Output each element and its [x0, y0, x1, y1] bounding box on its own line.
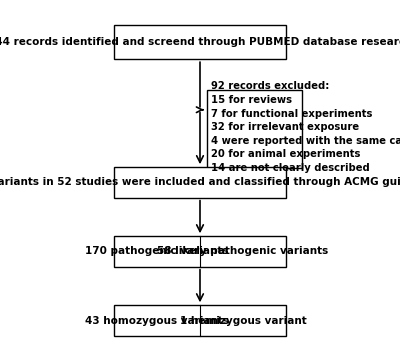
FancyBboxPatch shape	[207, 90, 302, 168]
FancyBboxPatch shape	[114, 305, 286, 336]
FancyBboxPatch shape	[114, 167, 286, 198]
Text: 43 homozygous variants: 43 homozygous variants	[85, 316, 229, 326]
Text: 1 hemizygous variant: 1 hemizygous variant	[180, 316, 306, 326]
Text: 92 records excluded:
15 for reviews
7 for functional experiments
32 for irreleva: 92 records excluded: 15 for reviews 7 fo…	[211, 82, 400, 173]
FancyBboxPatch shape	[114, 25, 286, 59]
Text: 58 likely pathogenic variants: 58 likely pathogenic variants	[158, 247, 329, 257]
Text: 170 pathogenic variants: 170 pathogenic variants	[85, 247, 229, 257]
FancyBboxPatch shape	[114, 236, 286, 267]
Text: 144 records identified and screend through PUBMED database research: 144 records identified and screend throu…	[0, 37, 400, 47]
Text: Gene variants in 52 studies were included and classified through ACMG guidelines: Gene variants in 52 studies were include…	[0, 177, 400, 187]
